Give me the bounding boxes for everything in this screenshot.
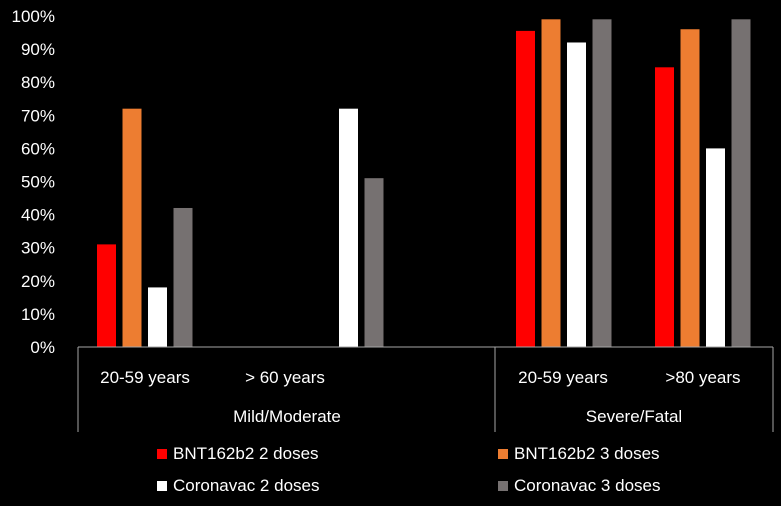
bar-1-0-3 bbox=[592, 19, 612, 348]
y-tick-label: 20% bbox=[21, 272, 55, 291]
y-axis-ticks: 0% 10% 20% 30% 40% 50% 60% 70% 80% 90% 100% bbox=[12, 7, 55, 357]
y-tick-label: 80% bbox=[21, 73, 55, 92]
bar-1-1-0 bbox=[655, 67, 674, 348]
legend-label: Coronavac 2 doses bbox=[173, 476, 320, 495]
legend-swatch bbox=[157, 449, 167, 459]
bars bbox=[97, 19, 751, 348]
category-label: 20-59 years bbox=[518, 368, 608, 387]
y-tick-label: 0% bbox=[30, 338, 55, 357]
legend-item-bnt-2: BNT162b2 2 doses bbox=[157, 444, 319, 464]
y-tick-label: 60% bbox=[21, 139, 55, 158]
legend-swatch bbox=[498, 481, 508, 491]
y-tick-label: 10% bbox=[21, 305, 55, 324]
y-tick-label: 100% bbox=[12, 7, 55, 26]
bar-0-0-0 bbox=[97, 244, 116, 347]
bar-0-1-2 bbox=[339, 108, 358, 348]
bar-0-0-1 bbox=[122, 108, 142, 348]
legend: BNT162b2 2 doses BNT162b2 3 doses Corona… bbox=[0, 440, 781, 506]
y-tick-label: 70% bbox=[21, 106, 55, 125]
axes bbox=[77, 346, 774, 432]
legend-item-bnt-3: BNT162b2 3 doses bbox=[498, 444, 660, 464]
y-tick-label: 40% bbox=[21, 206, 55, 225]
category-label: > 60 years bbox=[245, 368, 325, 387]
bar-0-0-3 bbox=[173, 207, 193, 347]
legend-label: BNT162b2 2 doses bbox=[173, 444, 319, 463]
group-label: Severe/Fatal bbox=[586, 407, 682, 426]
bar-0-0-2 bbox=[148, 287, 167, 347]
bar-1-1-2 bbox=[706, 148, 725, 347]
category-label: 20-59 years bbox=[100, 368, 190, 387]
legend-label: Coronavac 3 doses bbox=[514, 476, 661, 495]
y-tick-label: 50% bbox=[21, 173, 55, 192]
category-labels: 20-59 years > 60 years 20-59 years >80 year… bbox=[100, 368, 740, 426]
legend-swatch bbox=[498, 449, 508, 459]
legend-swatch bbox=[157, 481, 167, 491]
y-tick-label: 90% bbox=[21, 40, 55, 59]
bar-1-1-3 bbox=[731, 19, 751, 348]
bar-chart: 0% 10% 20% 30% 40% 50% 60% 70% 80% 90% 100% 20-59 … bbox=[12, 7, 774, 432]
bar-1-1-1 bbox=[680, 29, 700, 348]
legend-item-coronavac-2: Coronavac 2 doses bbox=[157, 476, 319, 496]
legend-item-coronavac-3: Coronavac 3 doses bbox=[498, 476, 660, 496]
legend-label: BNT162b2 3 doses bbox=[514, 444, 660, 463]
bar-1-0-2 bbox=[567, 42, 586, 347]
bar-1-0-0 bbox=[516, 30, 535, 348]
bar-0-1-3 bbox=[364, 178, 384, 347]
group-label: Mild/Moderate bbox=[233, 407, 341, 426]
category-label: >80 years bbox=[665, 368, 740, 387]
bar-1-0-1 bbox=[541, 19, 561, 348]
y-tick-label: 30% bbox=[21, 239, 55, 258]
